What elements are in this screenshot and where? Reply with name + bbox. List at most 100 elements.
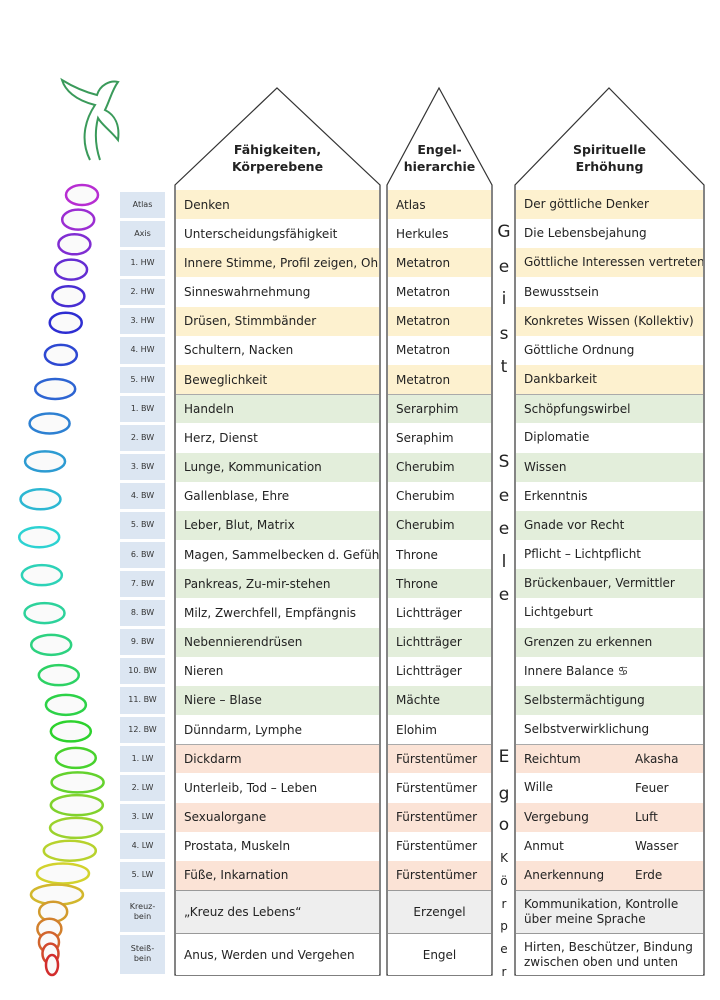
label-line: 2. HW	[130, 287, 155, 297]
spine	[17, 183, 105, 977]
ability-cell: Füße, Inkarnation	[176, 860, 379, 891]
vertical-letter: e	[498, 486, 510, 506]
vertebra	[43, 343, 79, 367]
spiritual-line: Selbstverwirklichung	[524, 722, 650, 737]
vertebra	[49, 793, 105, 817]
spiritual-cell: Göttliche Interessen vertreten	[516, 248, 703, 278]
spiritual-cell: Kommunikation, Kontrolle über meine Sprac…	[516, 890, 703, 933]
ability-cell: Pankreas, Zu-mir-stehen	[176, 569, 379, 599]
spiritual-line: zwischen oben und unten	[524, 954, 679, 969]
vertebra	[19, 488, 62, 511]
label-line: 1. LW	[131, 753, 154, 763]
ability-cell: Denken	[176, 190, 379, 220]
angel-cell: Serarphim	[388, 394, 491, 424]
label-line: 7. BW	[130, 578, 155, 588]
label-line: 4. HW	[130, 345, 155, 355]
angel-cell: Fürstentümer	[388, 744, 491, 774]
spiritual-cell: Die Lebensbejahung	[516, 219, 703, 249]
vertebra	[51, 284, 86, 308]
column-outline	[514, 87, 705, 976]
spiritual-line: Bewusstsein	[524, 284, 599, 299]
angel-cell: Lichtträger	[388, 656, 491, 686]
spiritual-cell: Pflicht – Lichtpflicht	[516, 540, 703, 570]
label-line: 4. BW	[130, 491, 155, 501]
label-line: 12. BW	[128, 724, 157, 734]
vertebra	[49, 720, 93, 743]
column-header: Engel-hierarchie	[387, 141, 492, 175]
element-label: Akasha	[635, 751, 679, 766]
spiritual-line: Gnade vor Recht	[524, 517, 625, 532]
vertebra-label: 4. BW	[120, 483, 165, 510]
spiritual-line: Vergebung	[524, 809, 589, 824]
vertebra	[23, 601, 66, 625]
spiritual-line: Schöpfungswirbel	[524, 401, 631, 416]
spiritual-cell: Schöpfungswirbel	[516, 394, 703, 424]
vertebra-label: 2. LW	[120, 774, 165, 802]
spiritual-line: Anerkennung	[524, 867, 605, 882]
header-line: Körperebene	[231, 159, 324, 174]
spiritual-line: Erkenntnis	[524, 488, 588, 503]
vertical-letter: e	[498, 585, 510, 605]
ability-cell: Prostata, Muskeln	[176, 831, 379, 861]
label-line: 3. HW	[130, 316, 155, 326]
spiritual-cell: Göttliche Ordnung	[516, 335, 703, 365]
ability-cell: Dickdarm	[176, 744, 379, 774]
angel-cell: Metatron	[388, 248, 491, 278]
spiritual-cell: Bewusstsein	[516, 277, 703, 307]
spiritual-line: Kommunikation, Kontrolle	[524, 897, 679, 911]
vertical-letter: r	[501, 965, 507, 979]
vertebra	[44, 953, 60, 977]
label-line: 8. BW	[130, 607, 155, 617]
angel-cell: Throne	[388, 569, 491, 599]
vertebra-label: 10. BW	[120, 658, 165, 685]
angel-cell: Metatron	[388, 277, 491, 307]
angel-cell: Metatron	[388, 365, 491, 395]
spiritual-cell: Grenzen zu erkennen	[516, 627, 703, 657]
spiritual-line: Anmut	[524, 838, 564, 853]
label-line: 3. LW	[131, 812, 154, 822]
ability-cell: Unterscheidungsfähigkeit	[176, 219, 379, 249]
spiritual-line: Die Lebensbejahung	[524, 226, 647, 241]
ability-cell: Anus, Werden und Vergehen	[176, 933, 379, 975]
ability-cell: Innere Stimme, Profil zeigen, Ohr	[176, 248, 379, 278]
angel-cell: Fürstentümer	[388, 831, 491, 861]
vertebra	[33, 377, 77, 401]
vertical-letter: S	[498, 452, 510, 472]
vertical-letter: s	[499, 324, 509, 344]
vertical-letter: t	[500, 357, 508, 377]
spiritual-line: Hirten, Beschützer, Bindung	[524, 939, 693, 954]
spiritual-cell: Anerkennung	[516, 860, 703, 891]
spiritual-cell: Wille	[516, 773, 703, 803]
logo	[60, 77, 120, 161]
angel-cell: Fürstentümer	[388, 802, 491, 832]
spiritual-line: Lichtgeburt	[524, 605, 593, 620]
angel-cell: Throne	[388, 540, 491, 570]
angel-cell: Cherubim	[388, 510, 491, 541]
spiritual-cell: Selbstermächtigung	[516, 685, 703, 716]
vertical-letter: r	[501, 897, 507, 911]
spiritual-cell: Dankbarkeit	[516, 365, 703, 395]
angel-cell: Mächte	[388, 685, 491, 716]
angel-cell: Metatron	[388, 335, 491, 365]
vertebra-label: Steiß-bein	[120, 934, 165, 974]
label-line: bein	[133, 954, 152, 963]
label-line: 5. HW	[130, 374, 155, 384]
spiritual-cell: Konkretes Wissen (Kollektiv)	[516, 306, 703, 336]
header-line: Fähigkeiten,	[233, 142, 322, 157]
label-line: 5. LW	[131, 870, 154, 880]
vertical-letter: i	[501, 289, 507, 309]
spiritual-cell: Anmut	[516, 831, 703, 861]
vertebra	[23, 450, 67, 473]
label-line: 11. BW	[128, 695, 157, 705]
ability-cell: Sinneswahrnehmung	[176, 277, 379, 307]
vertebra-label: Atlas	[120, 191, 165, 218]
vertical-letter: l	[501, 552, 507, 572]
spiritual-cell: Diplomatie	[516, 423, 703, 453]
vertebra-label: 3. HW	[120, 308, 165, 335]
vertebra-label: 5. HW	[120, 366, 165, 393]
vertebra-label: 5. BW	[120, 512, 165, 539]
label-line: Steiß-	[130, 944, 155, 953]
label-line: 2. BW	[130, 432, 155, 442]
angel-cell: Metatron	[388, 306, 491, 336]
ability-cell: Beweglichkeit	[176, 365, 379, 395]
